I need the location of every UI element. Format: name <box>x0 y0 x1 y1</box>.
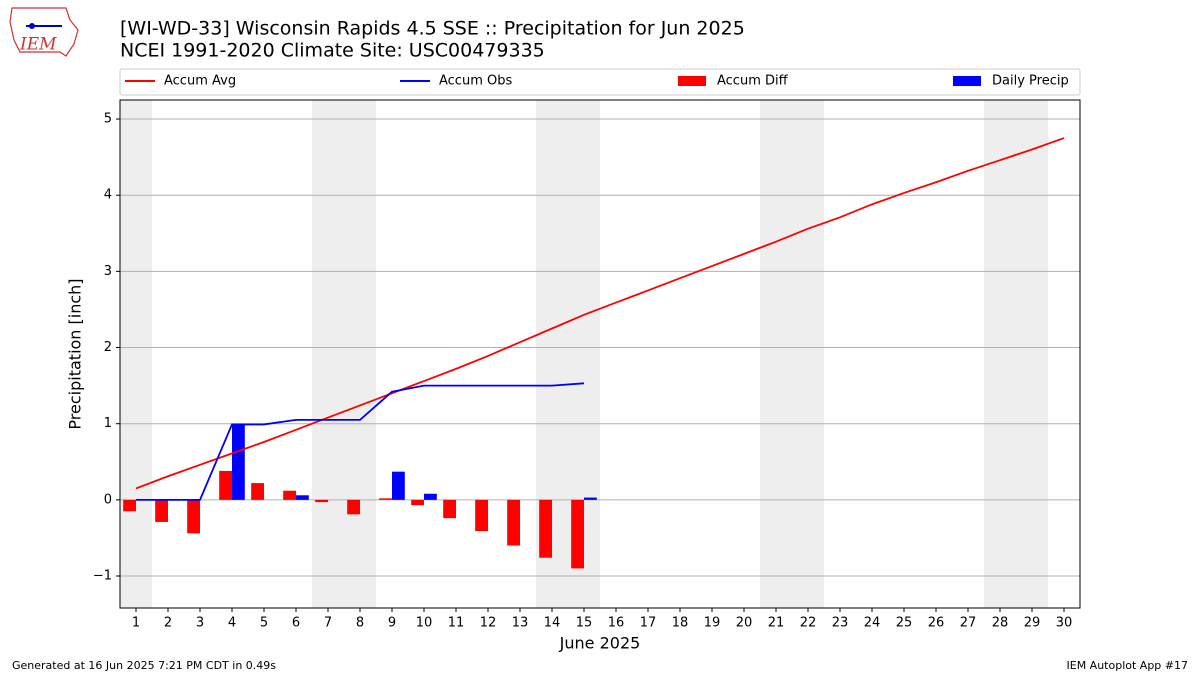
x-tick-label: 1 <box>132 616 140 631</box>
x-tick-label: 15 <box>576 616 593 631</box>
x-tick-label: 30 <box>1056 616 1073 631</box>
x-tick-label: 22 <box>800 616 817 631</box>
x-tick-label: 12 <box>480 616 497 631</box>
x-tick-label: 10 <box>416 616 433 631</box>
legend-swatch <box>953 76 981 86</box>
weekend-band <box>984 100 1016 608</box>
x-tick-label: 13 <box>512 616 529 631</box>
bar <box>379 498 392 500</box>
line <box>135 137 1065 490</box>
bar <box>539 499 552 558</box>
weekend-band <box>120 100 152 608</box>
weekend-band <box>760 100 792 608</box>
y-axis-label: Precipitation [inch] <box>66 278 85 429</box>
legend-label: Accum Avg <box>164 74 236 89</box>
x-tick-label: 24 <box>864 616 881 631</box>
weekend-band <box>312 100 344 608</box>
y-tick-label: 1 <box>104 416 112 431</box>
legend-swatch <box>678 76 706 86</box>
y-tick-label: −1 <box>93 569 112 584</box>
x-tick-label: 21 <box>768 616 785 631</box>
x-tick-label: 29 <box>1024 616 1041 631</box>
bar <box>347 499 360 515</box>
bar <box>232 424 245 500</box>
bar <box>187 499 200 534</box>
bar <box>283 490 296 500</box>
x-tick-label: 7 <box>324 616 332 631</box>
bar <box>155 499 168 522</box>
x-tick-label: 4 <box>228 616 236 631</box>
y-tick-label: 3 <box>104 264 112 279</box>
x-tick-label: 19 <box>704 616 721 631</box>
footer-left: Generated at 16 Jun 2025 7:21 PM CDT in … <box>12 659 276 672</box>
bar <box>219 470 232 500</box>
legend-label: Accum Diff <box>717 74 789 89</box>
logo: IEM <box>9 7 79 57</box>
line <box>136 382 585 501</box>
bar <box>424 493 437 500</box>
legend-label: Daily Precip <box>992 74 1069 89</box>
x-tick-label: 28 <box>992 616 1009 631</box>
bar <box>443 499 456 519</box>
legend <box>119 68 1081 96</box>
chart-title: [WI-WD-33] Wisconsin Rapids 4.5 SSE :: P… <box>120 18 745 40</box>
x-tick-label: 17 <box>640 616 657 631</box>
bar <box>584 497 597 500</box>
x-tick-label: 26 <box>928 616 945 631</box>
x-tick-label: 23 <box>832 616 849 631</box>
x-tick-label: 9 <box>388 616 396 631</box>
x-tick-label: 5 <box>260 616 268 631</box>
bar <box>475 499 488 532</box>
y-tick-label: 5 <box>104 112 112 127</box>
y-tick-label: 0 <box>104 492 112 507</box>
bar <box>571 499 584 569</box>
y-tick-label: 4 <box>104 188 112 203</box>
x-tick-label: 16 <box>608 616 625 631</box>
x-tick-label: 6 <box>292 616 300 631</box>
x-tick-label: 20 <box>736 616 753 631</box>
footer-right: IEM Autoplot App #17 <box>1067 659 1189 672</box>
legend-label: Accum Obs <box>439 74 512 89</box>
bar <box>251 483 264 500</box>
logo-text: IEM <box>19 35 57 55</box>
plot-frame <box>119 99 1081 609</box>
x-tick-label: 2 <box>164 616 172 631</box>
bar <box>411 499 424 506</box>
x-tick-label: 27 <box>960 616 977 631</box>
bar <box>392 471 405 500</box>
weekend-band <box>344 100 376 608</box>
bar <box>315 499 328 503</box>
chart-subtitle: NCEI 1991-2020 Climate Site: USC00479335 <box>120 40 545 62</box>
weekend-band <box>1016 100 1048 608</box>
weekend-band <box>792 100 824 608</box>
x-tick-label: 14 <box>544 616 561 631</box>
x-axis-label: June 2025 <box>559 634 641 653</box>
bar <box>296 495 309 500</box>
bar <box>507 499 520 546</box>
bar <box>123 499 136 512</box>
x-tick-label: 25 <box>896 616 913 631</box>
x-tick-label: 18 <box>672 616 689 631</box>
y-tick-label: 2 <box>104 340 112 355</box>
x-tick-label: 8 <box>356 616 364 631</box>
x-tick-label: 11 <box>448 616 465 631</box>
x-tick-label: 3 <box>196 616 204 631</box>
